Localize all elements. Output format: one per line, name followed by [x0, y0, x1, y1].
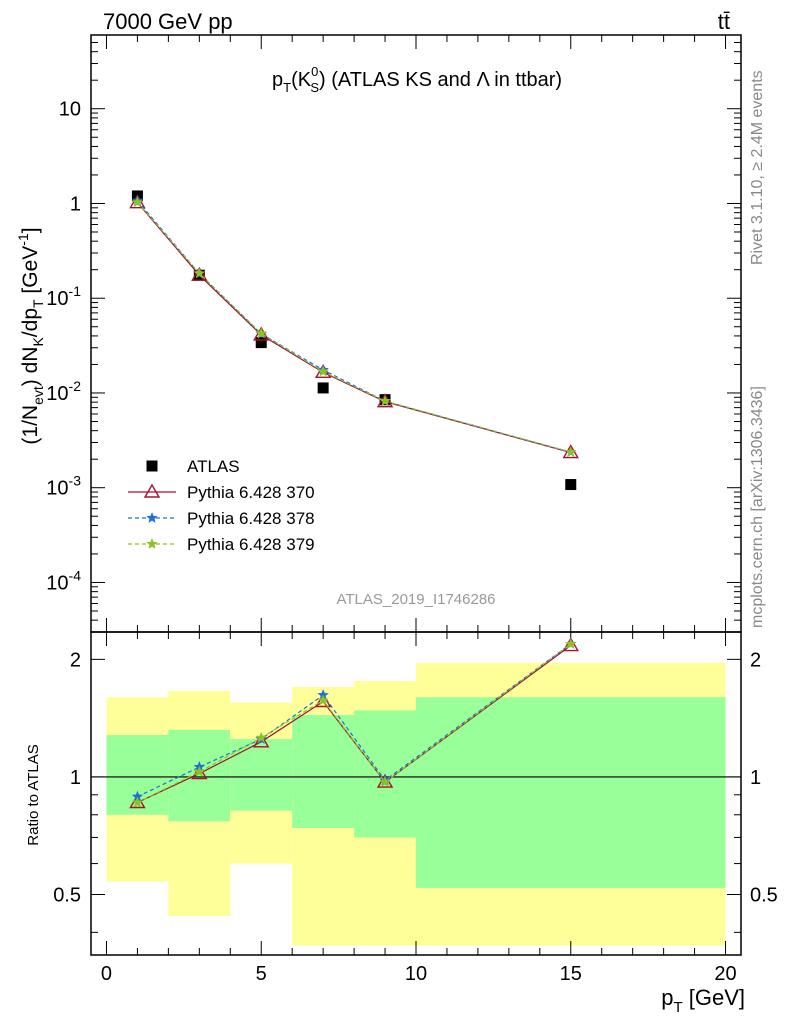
- ratio-point: [131, 796, 144, 808]
- process-label: tt̄: [718, 9, 730, 34]
- top-y-axis-label: (1/Nevt) dNK/dpT [GeV-1]: [15, 227, 46, 444]
- ratio-line-2: [137, 643, 572, 804]
- ratio-panel-series: [129, 637, 579, 809]
- legend-marker: [146, 512, 158, 523]
- ratio-y-tick-label-right: 1: [750, 767, 761, 789]
- data-point: [253, 326, 270, 341]
- data-point: [317, 365, 329, 377]
- data-point: [565, 479, 577, 491]
- series-line-2: [136, 200, 571, 453]
- series-line-1: [136, 202, 571, 454]
- data-point: [191, 266, 208, 281]
- inner-band-bin: [168, 729, 231, 822]
- legend-marker: [146, 460, 158, 472]
- data-point: [131, 196, 144, 208]
- y-tick-label: 10-1: [46, 283, 81, 310]
- uncertainty-bands: [106, 662, 726, 946]
- data-point: [565, 446, 577, 457]
- ratio-point: [562, 637, 579, 652]
- data-point: [317, 382, 329, 394]
- x-tick-label: 10: [405, 963, 427, 985]
- ratio-y-axis-label: Ratio to ATLAS: [25, 744, 42, 845]
- data-point: [193, 267, 205, 279]
- inner-band-bin: [416, 697, 726, 888]
- x-tick-label: 5: [256, 963, 267, 985]
- y-tick-label: 10-3: [46, 473, 81, 500]
- x-axis-label: pT [GeV]: [661, 985, 745, 1016]
- ratio-point: [565, 638, 577, 649]
- y-tick-label: 10-4: [46, 567, 81, 594]
- ratio-y-tick-label: 0.5: [53, 885, 81, 907]
- data-point: [379, 395, 391, 406]
- inner-band-bin: [292, 715, 355, 829]
- legend-marker: [146, 538, 158, 549]
- ratio-point: [191, 765, 208, 780]
- x-tick-label: 20: [714, 963, 736, 985]
- ratio-point: [131, 790, 144, 802]
- ratio-point: [253, 733, 270, 748]
- axes: 0 5 10 15 20 10-4 10-3 10-2 10-1 1 10 0.5 0.5 1 1 2 2: [46, 34, 778, 985]
- legend-label: ATLAS: [187, 457, 240, 476]
- legend: ATLAS Pythia 6.428 370 Pythia 6.428 378 Pyt…: [128, 457, 315, 554]
- data-point: [255, 327, 267, 339]
- y-tick-label: 1: [70, 193, 81, 215]
- ratio-y-tick-label-right: 0.5: [750, 885, 778, 907]
- x-tick-label: 0: [101, 963, 112, 985]
- ratio-y-tick-label: 1: [70, 767, 81, 789]
- inner-band-bin: [230, 739, 293, 811]
- ratio-point: [193, 765, 205, 777]
- legend-marker: [143, 483, 161, 498]
- plot-title: pT(K0 S) (ATLAS KS and Λ in ttbar): [272, 64, 562, 95]
- ratio-point: [255, 731, 267, 743]
- rivet-version-label: Rivet 3.1.10, ≥ 2.4M events: [749, 70, 766, 265]
- ratio-point: [379, 776, 391, 787]
- ratio-point: [317, 694, 329, 706]
- y-tick-label: 10: [59, 99, 81, 121]
- ratio-line-1: [137, 643, 572, 798]
- mcplots-label: mcplots.cern.ch [arXiv:1306.3436]: [749, 386, 766, 628]
- energy-label: 7000 GeV pp: [103, 9, 233, 34]
- ratio-y-tick-label-right: 2: [750, 649, 761, 671]
- x-tick-label: 15: [560, 963, 582, 985]
- ratio-y-tick-label: 2: [70, 649, 81, 671]
- legend-label: Pythia 6.428 379: [187, 535, 315, 554]
- data-point: [255, 337, 267, 349]
- series-line-3: [136, 201, 571, 453]
- analysis-reference: ATLAS_2019_I1746286: [336, 591, 495, 608]
- top-panel-series: [129, 190, 579, 491]
- legend-label: Pythia 6.428 370: [187, 483, 315, 502]
- y-tick-label: 10-2: [46, 378, 81, 405]
- legend-label: Pythia 6.428 378: [187, 509, 315, 528]
